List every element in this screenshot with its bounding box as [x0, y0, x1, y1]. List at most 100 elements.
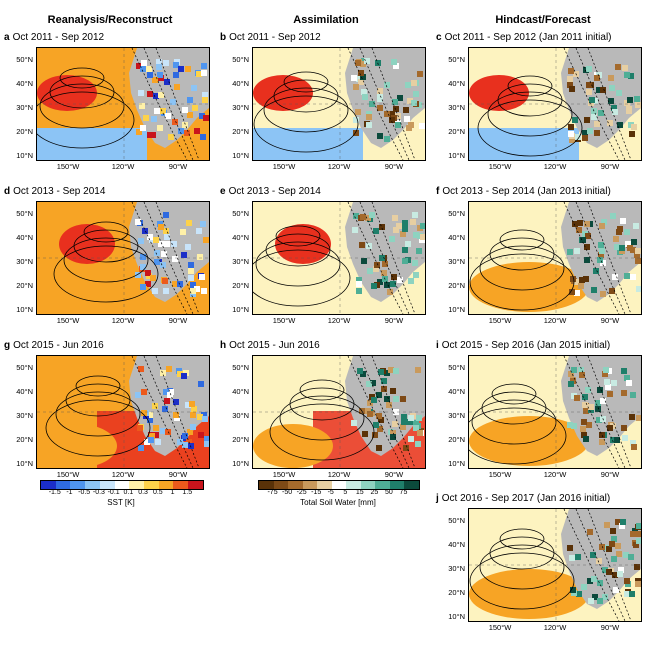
- map-image: [36, 201, 210, 315]
- latitude-label: 10°N: [448, 459, 465, 468]
- latitude-label: 50°N: [232, 363, 249, 372]
- latitude-label: 40°N: [448, 79, 465, 88]
- latitude-label: 10°N: [16, 151, 33, 160]
- latitude-label: 30°N: [448, 564, 465, 573]
- longitude-label: 150°W: [272, 470, 296, 479]
- panel-letter: a: [4, 32, 10, 43]
- longitude-label: 150°W: [56, 470, 80, 479]
- latitude-label: 50°N: [232, 209, 249, 218]
- colorbar-swatch: [259, 481, 274, 489]
- map-image: [468, 508, 642, 622]
- map-panel-d: d Oct 2013 - Sep 2014 50°N 40°N 30°N 20°N 10°N…: [2, 186, 214, 328]
- colorbar-swatch: [85, 481, 100, 489]
- map-image: [468, 355, 642, 469]
- panel-period: Oct 2013 - Sep 2014: [228, 186, 321, 197]
- panel-title: i Oct 2015 - Sep 2016 (Jan 2015 initial): [436, 340, 610, 351]
- soil-colorbar: -75 -50 -25 -15 -5 5 15 25 50 75 Total Soil Water…: [258, 480, 428, 510]
- panel-period: Oct 2011 - Sep 2012 (Jan 2011 initial): [444, 32, 612, 43]
- panel-letter: d: [4, 186, 11, 197]
- latitude-label: 50°N: [448, 516, 465, 525]
- longitude-label: 120°W: [543, 162, 567, 171]
- latitude-label: 40°N: [16, 233, 33, 242]
- panel-letter: c: [436, 32, 442, 43]
- colorbar-swatch: [346, 481, 361, 489]
- colorbar-swatch: [360, 481, 376, 489]
- panel-period: Oct 2015 - Jun 2016: [13, 340, 104, 351]
- colorbar-tick-label: 0.5: [152, 489, 163, 496]
- latitude-label: 50°N: [16, 363, 33, 372]
- longitude-label: 90°W: [600, 623, 620, 632]
- colorbar-swatch: [70, 481, 86, 489]
- longitude-label: 90°W: [168, 162, 188, 171]
- latitude-label: 40°N: [448, 233, 465, 242]
- panel-title: d Oct 2013 - Sep 2014: [4, 186, 105, 197]
- panel-title: a Oct 2011 - Sep 2012: [4, 32, 104, 43]
- panel-title: c Oct 2011 - Sep 2012 (Jan 2011 initial): [436, 32, 612, 43]
- panel-letter: i: [436, 340, 439, 351]
- longitude-label: 120°W: [327, 470, 351, 479]
- map-image: [252, 47, 426, 161]
- latitude-label: 20°N: [448, 127, 465, 136]
- latitude-label: 40°N: [16, 387, 33, 396]
- colorbar-swatch: [158, 481, 174, 489]
- panel-letter: b: [220, 32, 227, 43]
- latitude-label: 10°N: [16, 459, 33, 468]
- latitude-label: 10°N: [448, 151, 465, 160]
- longitude-label: 150°W: [488, 162, 512, 171]
- column-header-assimilation: Assimilation: [293, 14, 359, 26]
- panel-letter: f: [436, 186, 440, 197]
- longitude-label: 90°W: [600, 162, 620, 171]
- colorbar-swatch: [273, 481, 289, 489]
- longitude-label: 120°W: [111, 316, 135, 325]
- panel-letter: g: [4, 340, 11, 351]
- longitude-label: 120°W: [543, 623, 567, 632]
- colorbar-tick-label: -0.5: [78, 489, 91, 496]
- colorbar-swatch: [188, 481, 203, 489]
- longitude-label: 90°W: [168, 316, 188, 325]
- longitude-label: 120°W: [111, 470, 135, 479]
- map-panel-j: j Oct 2016 - Sep 2017 (Jan 2016 initial) 5…: [434, 493, 646, 635]
- colorbar-swatch: [389, 481, 405, 489]
- colorbar-tick-label: -25: [296, 489, 307, 496]
- latitude-label: 40°N: [232, 79, 249, 88]
- colorbar-swatch: [41, 481, 56, 489]
- latitude-label: 40°N: [232, 233, 249, 242]
- colorbar-swatch: [331, 481, 347, 489]
- colorbar-tick-label: -50: [282, 489, 293, 496]
- colorbar-swatch: [99, 481, 115, 489]
- colorbar-swatch: [302, 481, 318, 489]
- latitude-label: 20°N: [232, 281, 249, 290]
- longitude-label: 120°W: [327, 162, 351, 171]
- map-panel-i: i Oct 2015 - Sep 2016 (Jan 2015 initial) 5…: [434, 340, 646, 482]
- colorbar-tick-label: -5: [327, 489, 334, 496]
- longitude-label: 90°W: [600, 316, 620, 325]
- latitude-label: 20°N: [16, 127, 33, 136]
- panel-title: f Oct 2013 - Sep 2014 (Jan 2013 initial): [436, 186, 611, 197]
- longitude-label: 120°W: [543, 470, 567, 479]
- map-image: [468, 47, 642, 161]
- latitude-label: 40°N: [448, 387, 465, 396]
- latitude-label: 30°N: [16, 103, 33, 112]
- map-image: [468, 201, 642, 315]
- latitude-label: 20°N: [16, 435, 33, 444]
- map-panel-a: a Oct 2011 - Sep 2012 50°N 40°N 30°N 20°N 10°N…: [2, 32, 214, 174]
- colorbar-swatch: [375, 481, 390, 489]
- latitude-label: 50°N: [16, 209, 33, 218]
- latitude-label: 10°N: [232, 305, 249, 314]
- latitude-label: 30°N: [16, 257, 33, 266]
- map-panel-c: c Oct 2011 - Sep 2012 (Jan 2011 initial) 5…: [434, 32, 646, 174]
- longitude-label: 150°W: [272, 316, 296, 325]
- longitude-label: 90°W: [384, 316, 404, 325]
- panel-letter: h: [220, 340, 227, 351]
- latitude-label: 20°N: [448, 435, 465, 444]
- panel-title: b Oct 2011 - Sep 2012: [220, 32, 321, 43]
- map-image: [252, 201, 426, 315]
- longitude-label: 90°W: [168, 470, 188, 479]
- latitude-label: 20°N: [448, 281, 465, 290]
- latitude-label: 10°N: [232, 151, 249, 160]
- colorbar-swatch: [55, 481, 71, 489]
- latitude-label: 50°N: [448, 209, 465, 218]
- map-image: [252, 355, 426, 469]
- longitude-label: 120°W: [111, 162, 135, 171]
- longitude-label: 120°W: [543, 316, 567, 325]
